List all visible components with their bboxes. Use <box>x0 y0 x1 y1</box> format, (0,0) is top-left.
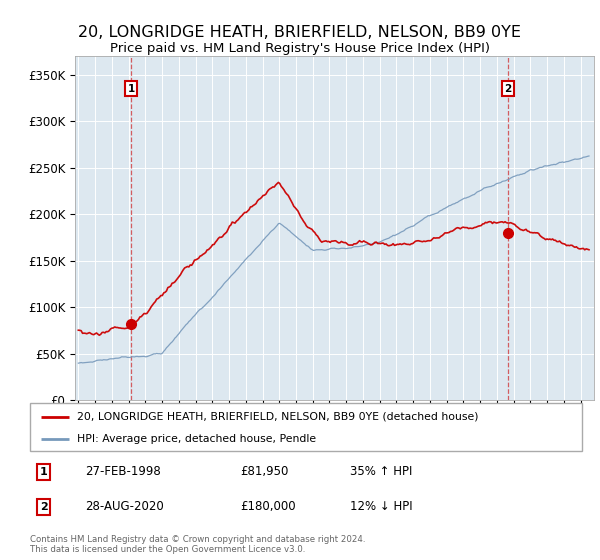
Text: Contains HM Land Registry data © Crown copyright and database right 2024.
This d: Contains HM Land Registry data © Crown c… <box>30 535 365 554</box>
Text: 2: 2 <box>40 502 47 512</box>
FancyBboxPatch shape <box>30 403 582 451</box>
Text: 28-AUG-2020: 28-AUG-2020 <box>85 500 164 514</box>
Text: 1: 1 <box>40 467 47 477</box>
Text: 27-FEB-1998: 27-FEB-1998 <box>85 465 161 478</box>
Text: 20, LONGRIDGE HEATH, BRIERFIELD, NELSON, BB9 0YE (detached house): 20, LONGRIDGE HEATH, BRIERFIELD, NELSON,… <box>77 412 478 422</box>
Text: 2: 2 <box>504 83 511 94</box>
Text: 20, LONGRIDGE HEATH, BRIERFIELD, NELSON, BB9 0YE: 20, LONGRIDGE HEATH, BRIERFIELD, NELSON,… <box>79 25 521 40</box>
Text: £81,950: £81,950 <box>240 465 288 478</box>
Text: 1: 1 <box>127 83 135 94</box>
Text: 35% ↑ HPI: 35% ↑ HPI <box>350 465 413 478</box>
Text: HPI: Average price, detached house, Pendle: HPI: Average price, detached house, Pend… <box>77 434 316 444</box>
Text: Price paid vs. HM Land Registry's House Price Index (HPI): Price paid vs. HM Land Registry's House … <box>110 42 490 55</box>
Text: £180,000: £180,000 <box>240 500 295 514</box>
Text: 12% ↓ HPI: 12% ↓ HPI <box>350 500 413 514</box>
